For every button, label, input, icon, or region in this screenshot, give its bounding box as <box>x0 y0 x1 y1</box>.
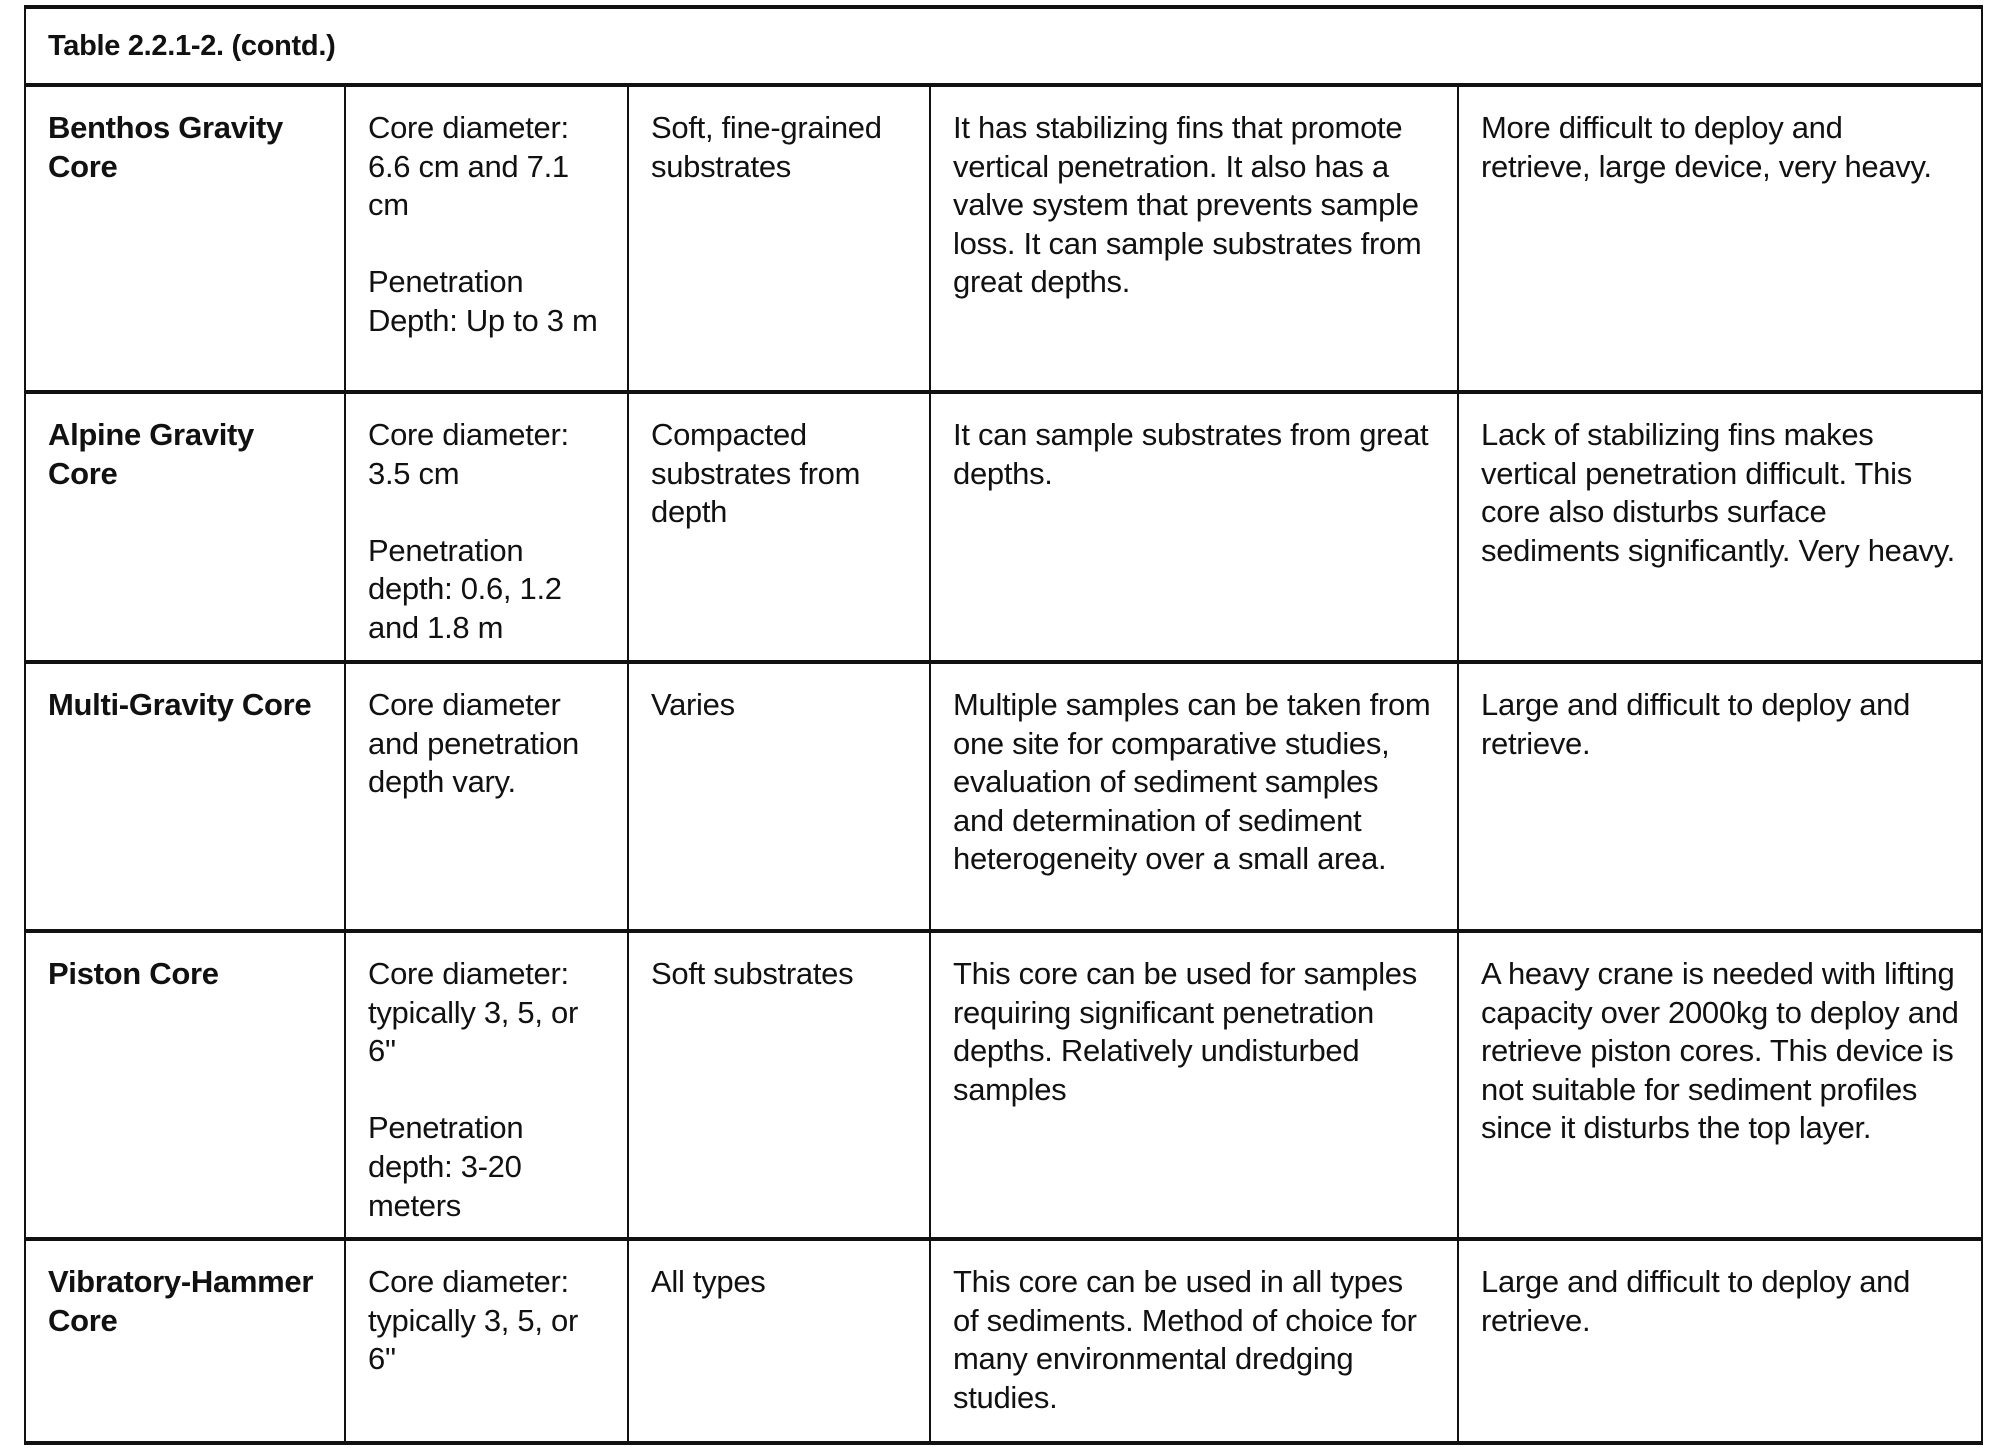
table-row: Multi-Gravity Core Core diameter and pene… <box>24 661 1984 933</box>
disadvantages-cell: A heavy crane is needed with lifting cap… <box>1456 930 1984 1241</box>
spec-text: Penetration depth: 0.6, 1.2 and 1.8 m <box>368 532 562 645</box>
disadvantages-cell: Lack of stabilizing fins makes vertical … <box>1456 391 1984 664</box>
substrate-cell: Compacted substrates from depth <box>627 391 931 664</box>
substrate-cell: Soft substrates <box>627 930 931 1241</box>
spec-text: Penetration Depth: Up to 3 m <box>368 264 598 338</box>
specs-cell: Core diameter: 6.6 cm and 7.1 cm Penetrat… <box>344 84 629 394</box>
substrate-cell: Varies <box>627 661 931 933</box>
spec-text: Core diameter and penetration depth vary… <box>368 687 579 800</box>
advantages-cell: It can sample substrates from great dept… <box>929 391 1459 664</box>
disadvantages-cell: Large and difficult to deploy and retrie… <box>1456 1238 1984 1445</box>
spacer <box>368 1071 605 1110</box>
advantages-cell: It has stabilizing fins that promote ver… <box>929 84 1459 394</box>
table-row: Benthos Gravity Core Core diameter: 6.6 c… <box>24 84 1984 394</box>
device-name-cell: Piston Core <box>24 930 346 1241</box>
spec-text: Core diameter: 3.5 cm <box>368 417 569 491</box>
spec-text: Penetration depth: 3-20 meters <box>368 1110 524 1223</box>
spec-text: Core diameter: 6.6 cm and 7.1 cm <box>368 110 569 223</box>
specs-cell: Core diameter: 3.5 cm Penetration depth: … <box>344 391 629 664</box>
device-name-cell: Alpine Gravity Core <box>24 391 346 664</box>
device-name-cell: Benthos Gravity Core <box>24 84 346 394</box>
device-name-cell: Multi-Gravity Core <box>24 661 346 933</box>
substrate-cell: Soft, fine-grained substrates <box>627 84 931 394</box>
table-row: Piston Core Core diameter: typically 3, 5… <box>24 930 1984 1241</box>
advantages-cell: This core can be used in all types of se… <box>929 1238 1459 1445</box>
spec-text: Core diameter: typically 3, 5, or 6" <box>368 1264 578 1377</box>
spacer <box>368 225 605 264</box>
spacer <box>368 493 605 532</box>
advantages-cell: This core can be used for samples requir… <box>929 930 1459 1241</box>
table-title: Table 2.2.1-2. (contd.) <box>23 5 1984 87</box>
sampler-table: Table 2.2.1-2. (contd.) Benthos Gravity … <box>23 5 1984 1445</box>
table-title-row: Table 2.2.1-2. (contd.) <box>23 5 1984 87</box>
spec-text: Core diameter: typically 3, 5, or 6" <box>368 956 578 1069</box>
substrate-cell: All types <box>627 1238 931 1445</box>
disadvantages-cell: Large and difficult to deploy and retrie… <box>1456 661 1984 933</box>
disadvantages-cell: More difficult to deploy and retrieve, l… <box>1456 84 1984 394</box>
specs-cell: Core diameter: typically 3, 5, or 6" <box>344 1238 629 1445</box>
specs-cell: Core diameter: typically 3, 5, or 6" Pene… <box>344 930 629 1241</box>
specs-cell: Core diameter and penetration depth vary… <box>344 661 629 933</box>
table-row: Vibratory-Hammer Core Core diameter: typi… <box>24 1238 1984 1445</box>
device-name-cell: Vibratory-Hammer Core <box>24 1238 346 1445</box>
table-row: Alpine Gravity Core Core diameter: 3.5 cm… <box>24 391 1984 664</box>
advantages-cell: Multiple samples can be taken from one s… <box>929 661 1459 933</box>
